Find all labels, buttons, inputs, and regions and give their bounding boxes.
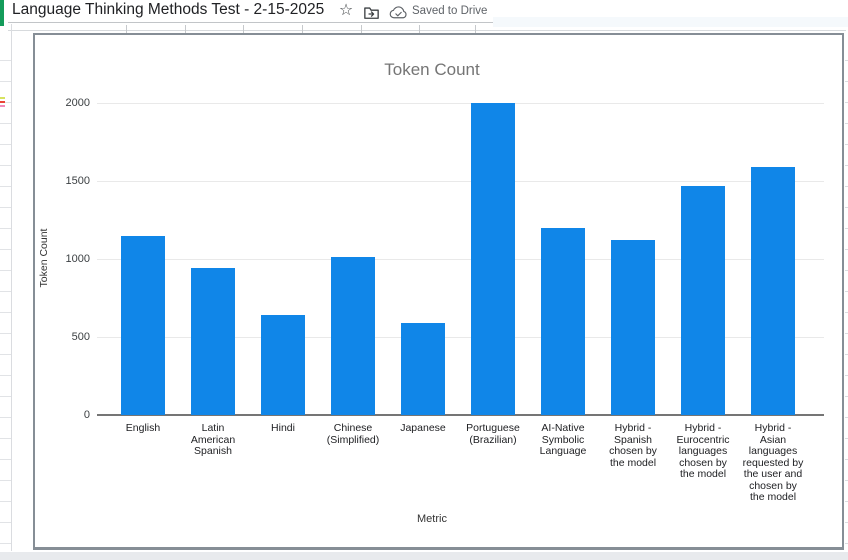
- bar[interactable]: [471, 103, 515, 415]
- category-label: Hindi: [271, 422, 295, 434]
- gridline: [97, 181, 824, 182]
- spreadsheet-row-gridlines: [0, 40, 11, 551]
- gridline: [97, 259, 824, 260]
- saved-status-label: Saved to Drive: [412, 5, 488, 17]
- spreadsheet-row-gridlines-right: [845, 40, 848, 550]
- column-tick: [185, 25, 186, 33]
- cell-color-remnant: [0, 105, 5, 107]
- column-tick: [302, 25, 303, 33]
- column-tick: [475, 25, 476, 33]
- y-tick-label: 2000: [65, 96, 90, 109]
- y-tick-label: 500: [71, 330, 90, 343]
- titlebar: Language Thinking Methods Test - 2-15-20…: [0, 0, 848, 26]
- category-label: Hybrid - Asian languages requested by the us…: [742, 422, 804, 503]
- chart-title: Token Count: [384, 60, 480, 79]
- spreadsheet-remnant-line: [8, 30, 846, 31]
- category-label: English: [125, 422, 161, 434]
- bar[interactable]: [261, 315, 305, 415]
- spreadsheet-remnant-strip: [493, 17, 848, 27]
- document-title[interactable]: Language Thinking Methods Test - 2-15-20…: [12, 1, 325, 18]
- column-tick: [361, 25, 362, 33]
- cloud-check-icon-glyph: [389, 6, 407, 19]
- spreadsheet-row-header-edge: [11, 24, 12, 551]
- bar[interactable]: [681, 186, 725, 415]
- x-axis-baseline: [97, 414, 824, 416]
- cell-color-remnant: [0, 101, 5, 103]
- category-label: AI-Native Symbolic Language: [539, 422, 587, 457]
- bar[interactable]: [401, 323, 445, 415]
- category-label: Chinese (Simplified): [326, 422, 380, 446]
- category-label: Hybrid - Spanish chosen by the model: [609, 422, 657, 469]
- bar[interactable]: [541, 228, 585, 415]
- bar[interactable]: [121, 236, 165, 415]
- gridline: [97, 103, 824, 104]
- chart-panel[interactable]: 0 500 1000 1500 2000 English Latin American Span…: [33, 33, 844, 550]
- x-axis-title: Metric: [417, 513, 447, 525]
- category-label: Portuguese (Brazilian): [466, 422, 520, 446]
- column-tick: [126, 25, 127, 33]
- plot-area: 0 500 1000 1500 2000 English Latin American Span…: [35, 35, 842, 547]
- gridline: [97, 337, 824, 338]
- column-tick: [419, 25, 420, 33]
- sheets-logo-partial: [0, 0, 4, 26]
- category-label: Japanese: [400, 422, 446, 434]
- y-tick-label: 1000: [65, 252, 90, 265]
- spreadsheet-remnant-line: [8, 22, 493, 23]
- cell-color-remnant: [0, 97, 5, 99]
- bar[interactable]: [331, 257, 375, 415]
- bar[interactable]: [611, 240, 655, 415]
- bar[interactable]: [191, 268, 235, 415]
- window-bottom-strip: [0, 552, 848, 560]
- y-tick-label: 0: [83, 408, 90, 421]
- category-label: Latin American Spanish: [190, 422, 236, 457]
- column-tick: [243, 25, 244, 33]
- y-tick-label: 1500: [65, 174, 90, 187]
- bar[interactable]: [751, 167, 795, 415]
- y-axis-title: Token Count: [38, 228, 50, 288]
- star-icon[interactable]: ☆: [338, 2, 354, 19]
- cloud-saved-icon[interactable]: [388, 4, 408, 22]
- move-folder-icon[interactable]: [361, 4, 381, 22]
- category-label: Hybrid - Eurocentric languages chosen by the…: [676, 422, 730, 480]
- move-folder-icon-glyph: [363, 7, 379, 19]
